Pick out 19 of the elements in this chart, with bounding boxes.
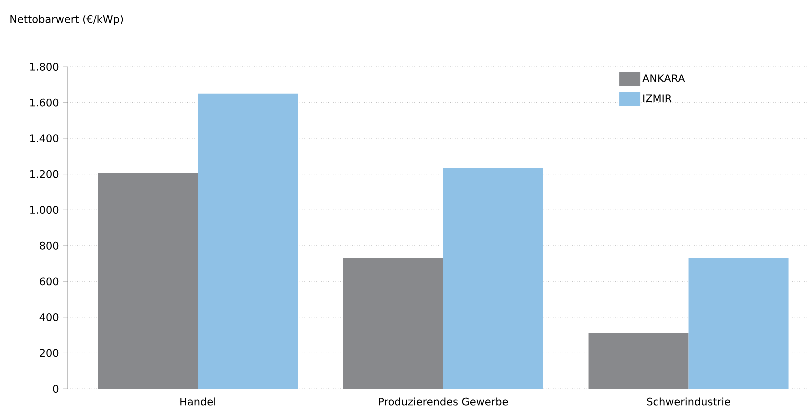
x-tick-label: Handel: [180, 398, 216, 406]
legend-label: IZMIR: [644, 94, 672, 102]
x-tick-label: Produzierendes Gewerbe: [379, 398, 508, 406]
bar: [198, 94, 298, 389]
x-tick-label: Schwerindustrie: [647, 398, 730, 406]
bar: [688, 258, 789, 389]
bar: [443, 168, 544, 389]
y-tick-label: 1.600: [30, 98, 59, 107]
y-tick-label: 800: [40, 242, 59, 250]
y-tick-label: 0: [53, 385, 59, 393]
y-tick-label: 1.400: [30, 134, 59, 142]
y-tick-label: 1.000: [30, 206, 59, 214]
y-tick-label: 1.800: [30, 63, 59, 71]
y-tick-label: 200: [40, 349, 59, 358]
legend-label: ANKARA: [642, 74, 686, 82]
y-tick-label: 400: [40, 313, 59, 322]
y-axis-title: Nettobarwert (€/kWp): [10, 15, 124, 26]
y-tick-label: 1.200: [30, 170, 59, 178]
y-tick-label: 600: [40, 278, 59, 286]
